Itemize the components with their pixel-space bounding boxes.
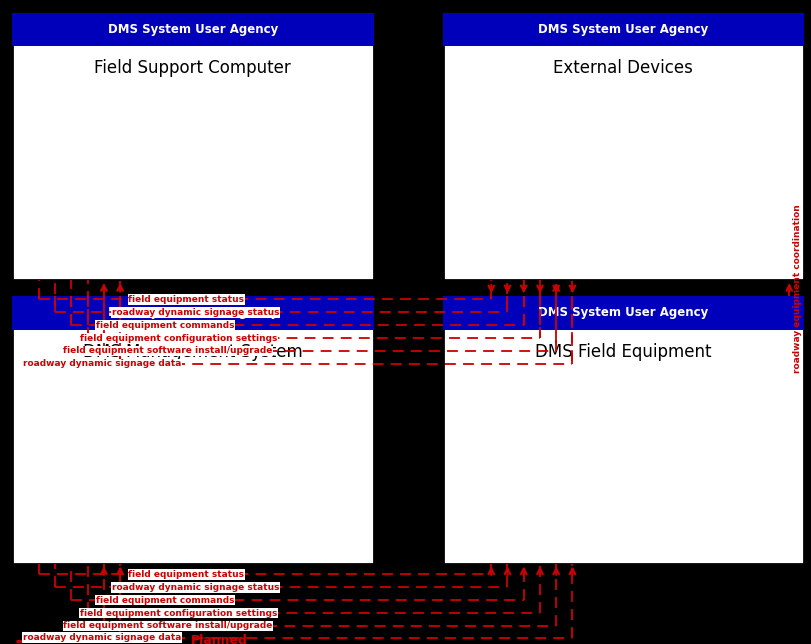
Text: field equipment software install/upgrade: field equipment software install/upgrade (63, 621, 272, 630)
Text: roadway dynamic signage status: roadway dynamic signage status (112, 583, 279, 592)
Text: DMS System User Agency: DMS System User Agency (108, 307, 277, 319)
Text: roadway equipment coordination: roadway equipment coordination (792, 204, 801, 373)
Text: Planned: Planned (191, 634, 247, 644)
Bar (12, 13, 373, 46)
Text: External Devices: External Devices (552, 59, 693, 77)
Bar (12, 296, 373, 330)
Text: DMS Management System: DMS Management System (83, 343, 303, 361)
Text: field equipment status: field equipment status (128, 295, 244, 304)
Bar (442, 296, 803, 564)
Text: field equipment commands: field equipment commands (96, 596, 234, 605)
Text: DMS System User Agency: DMS System User Agency (538, 307, 707, 319)
Text: roadway dynamic signage data: roadway dynamic signage data (23, 633, 181, 642)
Text: Field Support Computer: Field Support Computer (94, 59, 291, 77)
Text: DMS Field Equipment: DMS Field Equipment (534, 343, 710, 361)
Text: field equipment configuration settings: field equipment configuration settings (79, 334, 277, 343)
Text: DMS System User Agency: DMS System User Agency (538, 23, 707, 36)
Text: field equipment commands: field equipment commands (96, 321, 234, 330)
Bar (12, 13, 373, 280)
Text: field equipment status: field equipment status (128, 570, 244, 579)
Text: roadway dynamic signage status: roadway dynamic signage status (112, 308, 279, 317)
Text: field equipment software install/upgrade: field equipment software install/upgrade (63, 346, 272, 355)
Text: DMS System User Agency: DMS System User Agency (108, 23, 277, 36)
Text: field equipment configuration settings: field equipment configuration settings (79, 609, 277, 618)
Bar (442, 296, 803, 330)
Bar (442, 13, 803, 46)
Bar (442, 13, 803, 280)
Bar (12, 296, 373, 564)
Text: roadway dynamic signage data: roadway dynamic signage data (23, 359, 181, 368)
